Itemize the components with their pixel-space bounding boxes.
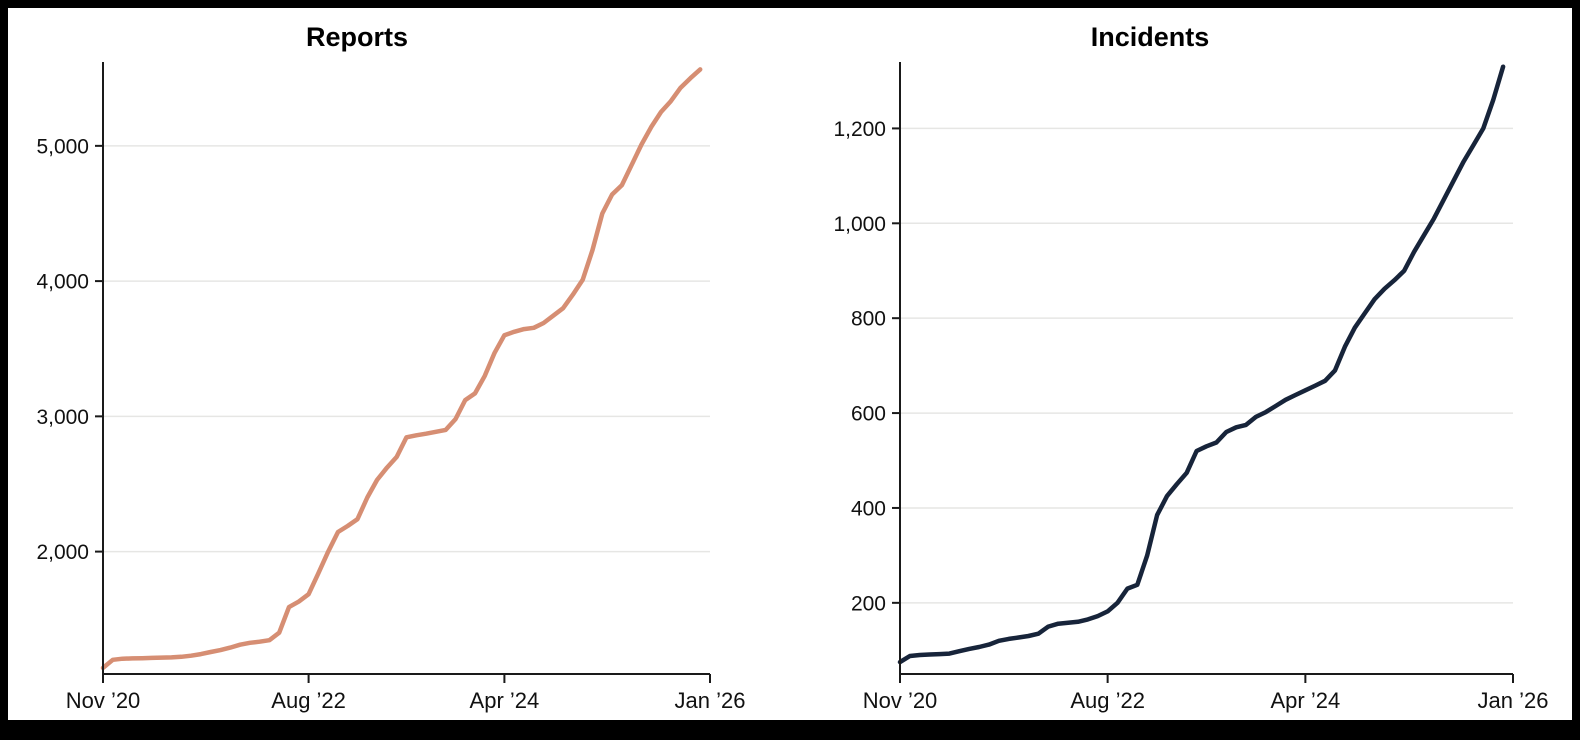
- x-axis-label: Nov ’20: [863, 688, 938, 713]
- incidents-chart: 200 400 600 800 1,000 1,200 Nov ’20 Aug ’22 Apr …: [833, 62, 1548, 713]
- y-axis-label: 800: [851, 308, 886, 331]
- x-axis-label: Aug ’22: [1070, 688, 1145, 713]
- incidents-line: [897, 64, 1506, 665]
- x-axis-label: Nov ’20: [66, 688, 141, 713]
- x-axis-label: Jan ’26: [1478, 688, 1549, 713]
- reports-chart-title: Reports: [305, 22, 408, 52]
- y-axis-label: 5,000: [36, 135, 89, 158]
- reports-chart: 2,000 3,000 4,000 5,000 Nov ’20 Aug ’22 Apr ’2…: [36, 62, 745, 713]
- y-axis-label: 3,000: [36, 406, 89, 429]
- y-axis-label: 2,000: [36, 541, 89, 564]
- y-axis-label: 600: [851, 403, 886, 426]
- y-axis-label: 4,000: [36, 271, 89, 294]
- x-axis-label: Apr ’24: [470, 688, 540, 713]
- chart-panel: [8, 8, 1572, 720]
- reports-line: [100, 67, 703, 671]
- y-axis-label: 1,000: [833, 213, 886, 236]
- y-axis-label: 200: [851, 592, 886, 615]
- y-axis-label: 400: [851, 497, 886, 520]
- incidents-chart-title: Incidents: [1090, 22, 1210, 52]
- x-axis-label: Aug ’22: [271, 688, 346, 713]
- y-axis-label: 1,200: [833, 118, 886, 141]
- x-axis-label: Apr ’24: [1271, 688, 1341, 713]
- x-axis-label: Jan ’26: [675, 688, 746, 713]
